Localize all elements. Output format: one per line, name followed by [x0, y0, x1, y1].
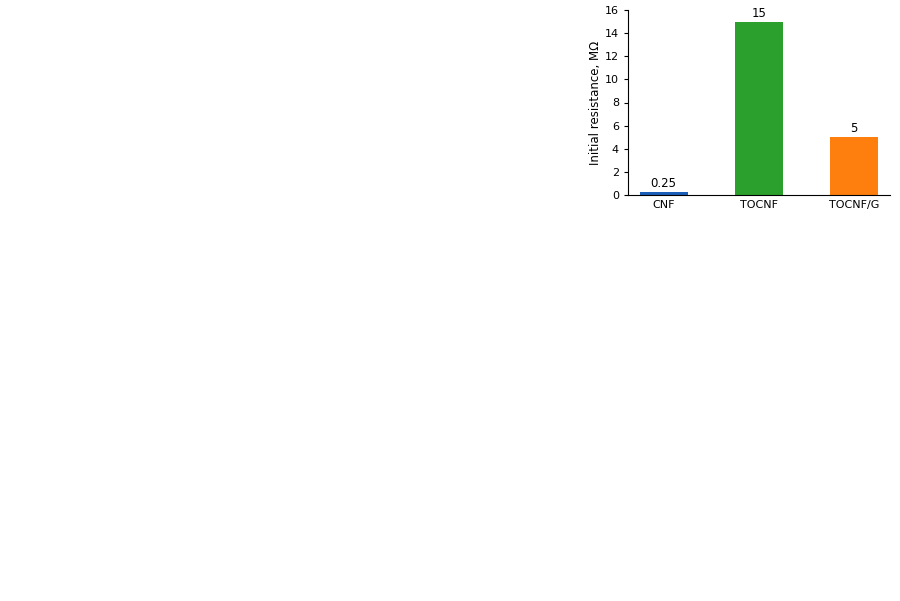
Text: 5: 5	[850, 123, 858, 135]
Text: 0.25: 0.25	[651, 177, 677, 191]
Text: 15: 15	[752, 7, 767, 20]
Bar	[640, 192, 688, 195]
Y-axis label: Initial resistance, MΩ: Initial resistance, MΩ	[590, 40, 602, 165]
Bar	[735, 22, 783, 195]
Bar	[831, 137, 878, 195]
